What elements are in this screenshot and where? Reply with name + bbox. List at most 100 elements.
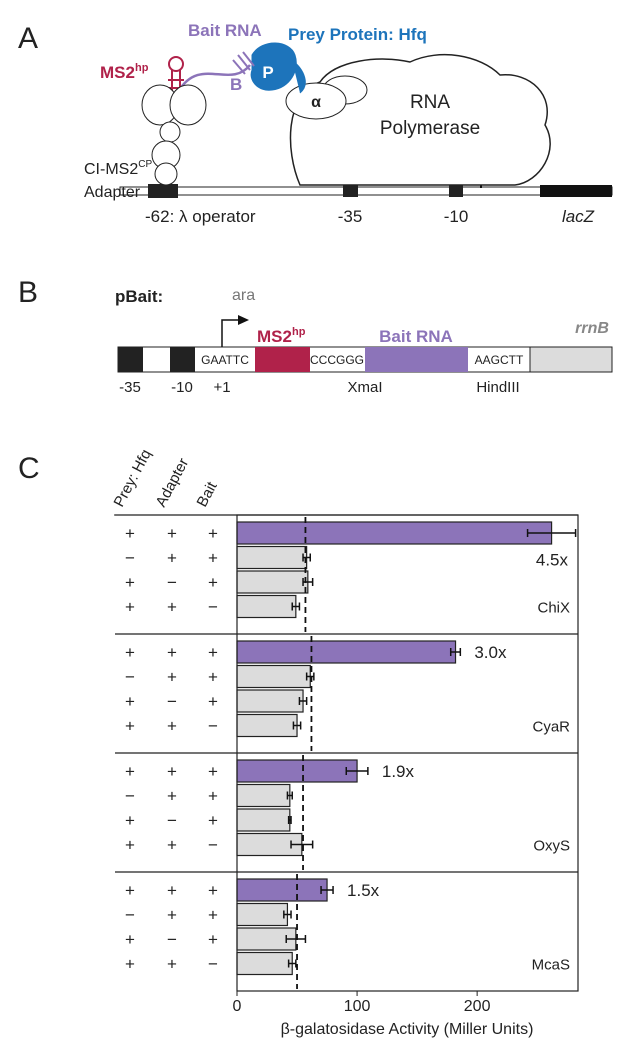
panel-label: C — [18, 452, 40, 485]
adapter-label: CI-MS2CP — [84, 159, 152, 178]
condition-sign: + — [167, 836, 177, 855]
group-name: OxyS — [533, 838, 570, 855]
plus1-label: +1 — [213, 379, 230, 396]
condition-sign: + — [208, 549, 218, 568]
hfq — [250, 42, 306, 94]
condition-sign: − — [125, 549, 135, 568]
column-header: Adapter — [153, 456, 193, 510]
m35-box — [343, 185, 358, 197]
site-label: GAATTC — [201, 353, 249, 367]
condition-sign: − — [208, 717, 218, 736]
condition-sign: + — [125, 955, 135, 974]
condition-sign: − — [167, 573, 177, 592]
fold-label: 3.0x — [474, 643, 507, 662]
adapter-label: Adapter — [84, 184, 141, 201]
condition-sign: + — [125, 717, 135, 736]
bar — [236, 664, 311, 689]
m10-box — [449, 185, 463, 197]
condition-sign: + — [167, 598, 177, 617]
condition-sign: + — [125, 643, 135, 662]
condition-sign: + — [208, 930, 218, 949]
x-tick-label: 0 — [233, 998, 242, 1015]
m35-label: -35 — [119, 379, 141, 396]
panel-label: A — [18, 22, 38, 55]
m10-label: -10 — [171, 379, 193, 396]
condition-sign: + — [208, 692, 218, 711]
condition-sign: − — [125, 787, 135, 806]
fold-label: 4.5x — [536, 551, 569, 570]
bar — [236, 808, 291, 832]
fold-label: 1.5x — [347, 881, 380, 900]
ci — [154, 162, 178, 186]
condition-sign: + — [208, 811, 218, 830]
bar — [236, 878, 328, 902]
m10-label: -10 — [444, 207, 469, 226]
condition-sign: − — [208, 955, 218, 974]
condition-sign: + — [167, 549, 177, 568]
condition-sign: + — [167, 906, 177, 925]
condition-sign: + — [125, 811, 135, 830]
ms2-loop — [168, 56, 184, 72]
ms2hp-box — [255, 347, 310, 372]
rnap-label: RNA — [410, 92, 450, 113]
condition-sign: − — [208, 836, 218, 855]
condition-sign: + — [167, 881, 177, 900]
condition-sign: + — [125, 762, 135, 781]
ms2hp-text: MS2 — [100, 63, 135, 82]
condition-sign: + — [125, 598, 135, 617]
bar — [236, 545, 308, 570]
xmai-label: XmaI — [347, 379, 382, 396]
ms2-hairpin — [168, 70, 184, 98]
bar — [236, 902, 289, 927]
promoter-label: ara — [232, 287, 255, 304]
site-label: CCCGGG — [310, 353, 364, 367]
x-tick-label: 200 — [464, 998, 491, 1015]
p-label: P — [262, 63, 273, 82]
condition-sign: − — [125, 668, 135, 687]
condition-sign: + — [125, 692, 135, 711]
ms2hp-text: MS2 — [257, 327, 292, 346]
prey-label: Prey Protein: Hfq — [288, 25, 427, 44]
condition-sign: + — [167, 955, 177, 974]
fold-label: 1.9x — [382, 762, 415, 781]
condition-sign: + — [208, 643, 218, 662]
rnap-label: Polymerase — [380, 118, 480, 139]
bar — [236, 783, 291, 808]
condition-sign: + — [167, 643, 177, 662]
operator-label: -62: λ operator — [145, 207, 256, 226]
group-name: McaS — [532, 957, 570, 974]
panel-a: A α RNA Polymerase P Bait RNA Prey Prote… — [18, 21, 613, 226]
bar — [236, 594, 297, 619]
adapter-text: CI-MS2 — [84, 161, 138, 178]
b-label: B — [230, 75, 242, 94]
bar — [236, 951, 293, 976]
condition-sign: + — [125, 930, 135, 949]
column-header: Prey: Hfq — [111, 447, 155, 510]
ms2hp-label: MS2hp — [100, 62, 149, 82]
condition-sign: + — [167, 524, 177, 543]
condition-sign: + — [167, 668, 177, 687]
column-header: Bait — [194, 478, 222, 510]
group-name: CyaR — [532, 719, 570, 736]
condition-sign: + — [208, 906, 218, 925]
rrnb-box — [529, 346, 613, 373]
condition-sign: − — [167, 811, 177, 830]
condition-sign: + — [208, 573, 218, 592]
condition-sign: + — [125, 573, 135, 592]
linker — [159, 121, 181, 143]
bar — [236, 640, 457, 664]
bar — [236, 689, 304, 713]
bar — [236, 521, 553, 545]
condition-sign: + — [125, 524, 135, 543]
condition-sign: − — [167, 930, 177, 949]
condition-sign: − — [125, 906, 135, 925]
condition-sign: − — [167, 692, 177, 711]
condition-sign: + — [208, 524, 218, 543]
hindiii-label: HindIII — [476, 379, 519, 396]
condition-sign: + — [208, 762, 218, 781]
bar — [236, 759, 358, 783]
rrnb-label: rrnB — [575, 320, 609, 337]
m10-box — [170, 347, 195, 372]
condition-sign: + — [167, 717, 177, 736]
